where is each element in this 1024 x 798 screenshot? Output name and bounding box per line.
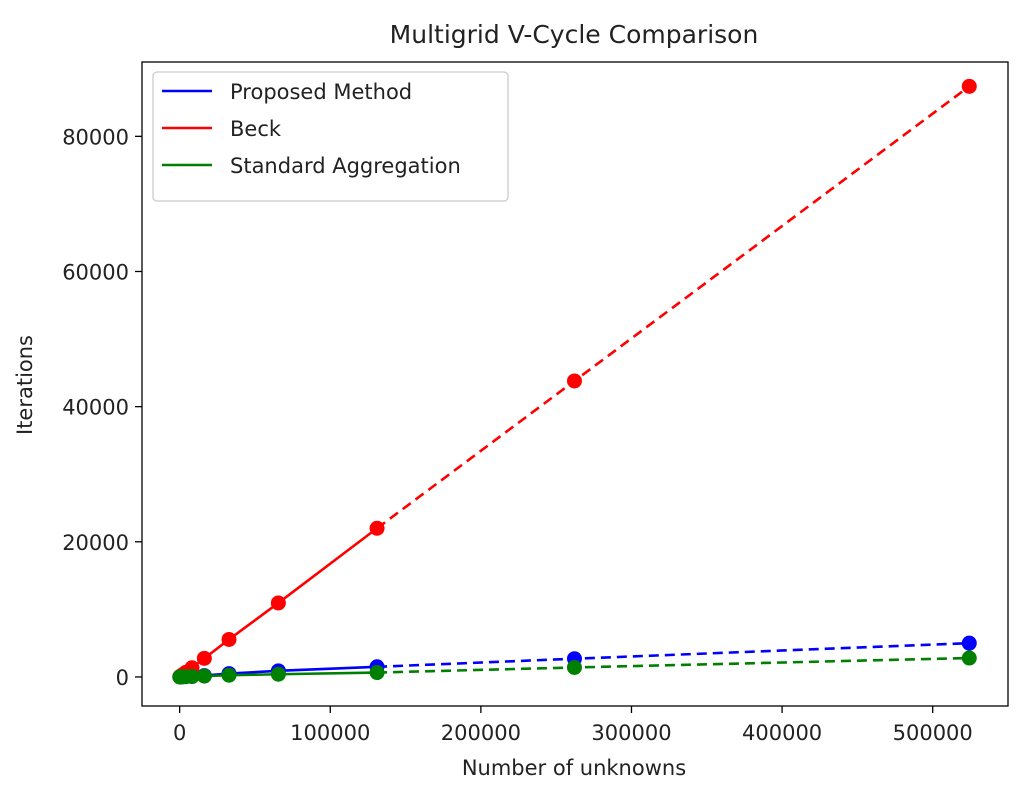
legend-label: Standard Aggregation	[230, 154, 461, 178]
data-point	[270, 595, 286, 611]
data-point	[369, 520, 385, 536]
data-point	[961, 650, 977, 666]
y-axis-label: Iterations	[13, 335, 37, 435]
y-tick-label: 40000	[62, 396, 129, 420]
chart-title: Multigrid V-Cycle Comparison	[390, 20, 759, 49]
data-point	[566, 659, 582, 675]
data-point	[221, 667, 237, 683]
data-point	[961, 635, 977, 651]
legend-label: Beck	[230, 117, 282, 141]
x-tick-label: 200000	[441, 721, 521, 745]
axis-ticks: 0 100000 200000 300000 400000 500000 0 20000 400…	[62, 125, 973, 745]
series-line-dashed	[377, 641, 970, 669]
legend: Proposed Method Beck Standard Aggregation	[152, 71, 509, 202]
data-point	[184, 669, 200, 685]
legend-box	[152, 71, 509, 202]
x-tick-label: 100000	[290, 721, 370, 745]
data-point	[196, 668, 212, 684]
legend-label: Proposed Method	[230, 80, 412, 104]
y-tick-label: 80000	[62, 125, 129, 149]
plot-area	[172, 78, 977, 685]
data-point	[196, 650, 212, 666]
series-line-dashed	[377, 656, 970, 674]
x-tick-label: 0	[173, 721, 186, 745]
data-point	[221, 631, 237, 647]
y-tick-label: 60000	[62, 260, 129, 284]
x-tick-label: 500000	[893, 721, 973, 745]
data-point	[270, 666, 286, 682]
data-point	[961, 78, 977, 94]
y-tick-label: 0	[116, 666, 129, 690]
axes-frame	[141, 61, 1009, 707]
y-tick-label: 20000	[62, 531, 129, 555]
x-tick-label: 400000	[742, 721, 822, 745]
data-point	[566, 373, 582, 389]
x-tick-label: 300000	[591, 721, 671, 745]
x-axis-label: Number of unknowns	[462, 756, 686, 780]
data-point	[369, 665, 385, 681]
